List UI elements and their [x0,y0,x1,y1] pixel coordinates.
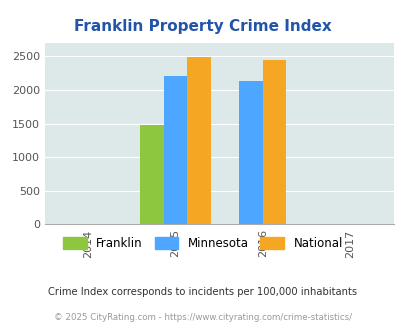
Bar [163,76,187,224]
Text: Franklin Property Crime Index: Franklin Property Crime Index [74,19,331,34]
Bar [187,57,211,224]
Legend: Franklin, Minnesota, National: Franklin, Minnesota, National [63,237,342,250]
Bar [140,125,163,224]
Bar [239,81,262,224]
Text: © 2025 CityRating.com - https://www.cityrating.com/crime-statistics/: © 2025 CityRating.com - https://www.city… [54,313,351,322]
Text: Crime Index corresponds to incidents per 100,000 inhabitants: Crime Index corresponds to incidents per… [48,287,357,297]
Bar [262,60,286,224]
